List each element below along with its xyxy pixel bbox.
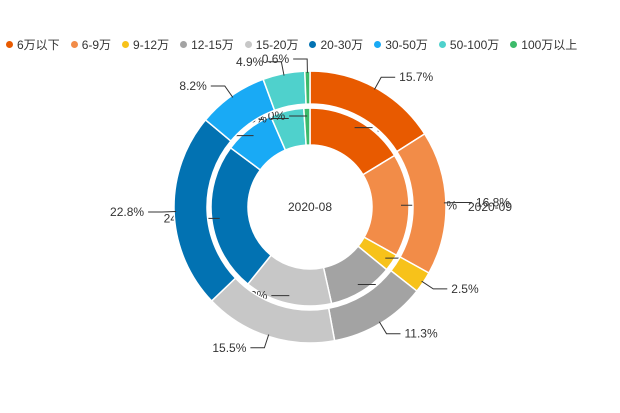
legend-label: 30-50万 bbox=[385, 38, 428, 52]
outer-ring-value-label: 16.8% bbox=[476, 196, 510, 210]
legend-label: 9-12万 bbox=[133, 38, 170, 52]
legend-label: 20-30万 bbox=[320, 38, 364, 52]
legend-swatch bbox=[438, 41, 446, 48]
legend-swatch bbox=[122, 41, 130, 48]
outer-ring-value-label: 8.2% bbox=[179, 79, 207, 93]
legend-swatch bbox=[374, 41, 382, 48]
outer-label-leader bbox=[250, 334, 270, 349]
legend-item[interactable]: 100万以上 bbox=[510, 36, 577, 53]
legend-label: 100万以上 bbox=[521, 38, 578, 52]
outer-ring-value-label: 22.8% bbox=[110, 205, 144, 219]
outer-label-leader bbox=[267, 61, 285, 76]
legend-item[interactable]: 6-9万 bbox=[70, 36, 112, 53]
outer-label-leader bbox=[421, 280, 448, 290]
outer-ring-value-label: 4.9% bbox=[236, 55, 264, 69]
outer-ring-value-label: 0.6% bbox=[262, 52, 290, 66]
legend-swatch bbox=[309, 41, 317, 48]
outer-label-leader bbox=[378, 321, 401, 335]
legend-item[interactable]: 9-12万 bbox=[122, 36, 169, 53]
legend-item[interactable]: 6万以下 bbox=[6, 36, 60, 53]
legend-label: 12-15万 bbox=[191, 38, 234, 52]
legend-label: 15-20万 bbox=[255, 38, 299, 52]
legend-swatch bbox=[70, 41, 78, 48]
legend-label: 50-100万 bbox=[449, 38, 500, 52]
legend-swatch bbox=[6, 41, 13, 48]
outer-label-leader bbox=[293, 58, 308, 74]
legend-item[interactable]: 15-20万 bbox=[244, 36, 299, 53]
legend-item[interactable]: 12-15万 bbox=[180, 36, 234, 53]
legend-swatch bbox=[180, 41, 188, 48]
inner-ring-slice[interactable] bbox=[302, 107, 311, 146]
outer-label-leader bbox=[210, 85, 234, 98]
outer-ring-value-label: 11.3% bbox=[405, 327, 438, 341]
legend-swatch bbox=[244, 41, 252, 48]
legend-item[interactable]: 30-50万 bbox=[374, 36, 428, 53]
outer-ring-value-label: 15.7% bbox=[399, 70, 433, 84]
outer-series-name: 2020-09 bbox=[468, 200, 512, 214]
inner-series-name: 2020-08 bbox=[288, 200, 332, 214]
outer-label-leader bbox=[374, 76, 396, 90]
legend-label: 6万以下 bbox=[17, 38, 60, 52]
legend-item[interactable]: 50-100万 bbox=[438, 36, 500, 53]
outer-ring-value-label: 15.5% bbox=[212, 341, 246, 355]
outer-ring-slice[interactable] bbox=[304, 70, 311, 105]
chart-legend: 6万以下 6-9万 9-12万 12-15万 15-20万 20-30万 30-50万 50-… bbox=[6, 36, 577, 53]
legend-swatch bbox=[510, 41, 518, 48]
legend-label: 6-9万 bbox=[81, 38, 112, 52]
legend-item[interactable]: 20-30万 bbox=[309, 36, 363, 53]
outer-ring-value-label: 2.5% bbox=[451, 282, 479, 296]
